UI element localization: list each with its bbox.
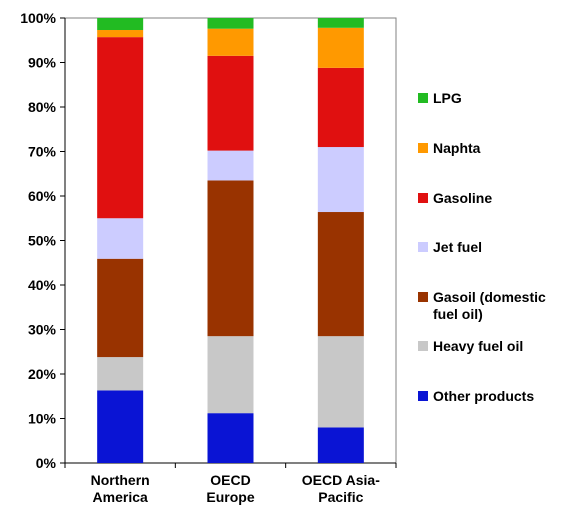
y-tick-label: 20% xyxy=(28,366,57,382)
y-tick-label: 90% xyxy=(28,55,57,71)
x-tick-label-line: America xyxy=(93,489,148,505)
legend-label-line: fuel oil) xyxy=(433,306,483,322)
bar-segment-gasoil-domestic-fuel-oil-oecd-asia-pacific xyxy=(317,212,364,337)
legend-label-jet-fuel: Jet fuel xyxy=(433,239,482,255)
x-tick-label: OECD Asia-Pacific xyxy=(302,472,380,505)
bar-segment-gasoline-oecd-asia-pacific xyxy=(317,67,364,148)
legend-label-line: Gasoil (domestic xyxy=(433,289,546,305)
x-tick-label-line: OECD Asia- xyxy=(302,472,380,488)
bar-segment-other-products-northern-america xyxy=(97,390,144,463)
bar-segment-heavy-fuel-oil-oecd-europe xyxy=(207,336,254,414)
y-tick-label: 10% xyxy=(28,411,57,427)
legend-swatch-jet-fuel xyxy=(418,242,428,252)
legend-label-gasoline: Gasoline xyxy=(433,190,492,206)
legend-swatch-lpg xyxy=(418,93,428,103)
legend-swatch-heavy-fuel-oil xyxy=(418,341,428,351)
legend-swatch-naphta xyxy=(418,143,428,153)
bar-segment-lpg-northern-america xyxy=(97,18,144,31)
y-tick-label: 50% xyxy=(28,233,57,249)
bar-segment-gasoline-northern-america xyxy=(97,37,144,219)
legend-swatch-gasoil-domestic-fuel-oil xyxy=(418,292,428,302)
legend-swatch-other-products xyxy=(418,391,428,401)
legend-label-gasoil-domestic-fuel-oil: Gasoil (domestic fuel oil) xyxy=(433,289,546,322)
legend-label-line: Heavy fuel oil xyxy=(433,338,523,354)
legend-label-line: Jet fuel xyxy=(433,239,482,255)
bar-segment-naphta-oecd-asia-pacific xyxy=(317,27,364,68)
x-tick-label-line: Pacific xyxy=(318,489,363,505)
bar-segment-heavy-fuel-oil-northern-america xyxy=(97,357,144,391)
legend-label-lpg: LPG xyxy=(433,90,462,106)
legend-label-line: Naphta xyxy=(433,140,481,156)
legend-label-line: Gasoline xyxy=(433,190,492,206)
y-tick-label: 100% xyxy=(20,10,56,26)
bar-segment-lpg-oecd-asia-pacific xyxy=(317,18,364,28)
bar-segment-lpg-oecd-europe xyxy=(207,18,254,29)
y-tick-label: 40% xyxy=(28,277,57,293)
y-tick-label: 80% xyxy=(28,99,57,115)
x-tick-label-line: Europe xyxy=(206,489,254,505)
bar-segment-jet-fuel-oecd-asia-pacific xyxy=(317,147,364,213)
bar-segment-other-products-oecd-asia-pacific xyxy=(317,427,364,463)
legend-label-line: LPG xyxy=(433,90,462,106)
bar-segment-other-products-oecd-europe xyxy=(207,413,254,463)
bar-segment-gasoline-oecd-europe xyxy=(207,55,254,151)
bar-segment-naphta-oecd-europe xyxy=(207,28,254,56)
legend-label-other-products: Other products xyxy=(433,388,534,404)
x-tick-label: OECD Europe xyxy=(206,472,254,505)
y-tick-label: 70% xyxy=(28,144,57,160)
x-tick-label-line: Northern xyxy=(91,472,150,488)
bar-segment-naphta-northern-america xyxy=(97,30,144,38)
legend-label-heavy-fuel-oil: Heavy fuel oil xyxy=(433,338,523,354)
bar-segment-gasoil-domestic-fuel-oil-oecd-europe xyxy=(207,180,254,337)
y-tick-label: 60% xyxy=(28,188,57,204)
bar-segment-jet-fuel-northern-america xyxy=(97,218,144,259)
legend-label-line: Other products xyxy=(433,388,534,404)
legend-swatch-gasoline xyxy=(418,193,428,203)
y-tick-label: 0% xyxy=(36,455,57,471)
bar-segment-jet-fuel-oecd-europe xyxy=(207,150,254,181)
bar-segment-heavy-fuel-oil-oecd-asia-pacific xyxy=(317,336,364,428)
bar-segment-gasoil-domestic-fuel-oil-northern-america xyxy=(97,258,144,358)
legend-label-naphta: Naphta xyxy=(433,140,481,156)
x-tick-label-line: OECD xyxy=(210,472,250,488)
x-tick-label: Northern America xyxy=(91,472,150,505)
y-tick-label: 30% xyxy=(28,322,57,338)
